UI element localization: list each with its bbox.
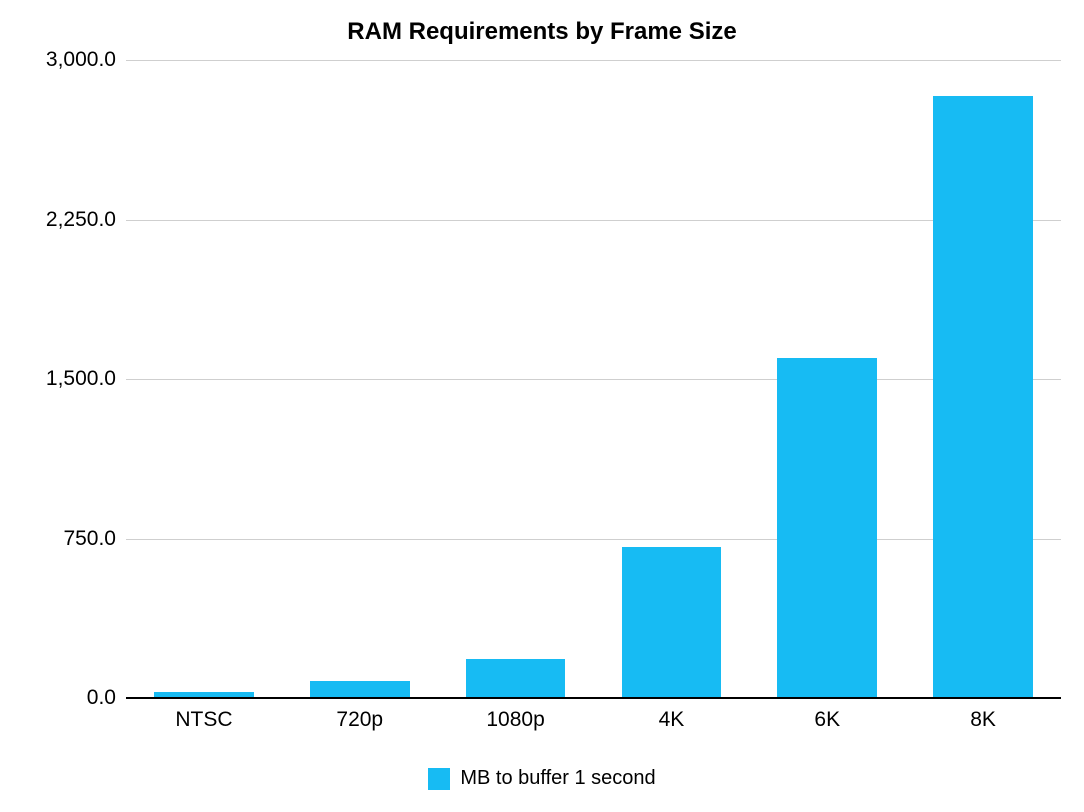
- bar: [622, 547, 722, 698]
- y-tick-label: 1,500.0: [6, 367, 116, 391]
- legend: MB to buffer 1 second: [0, 767, 1084, 790]
- y-tick-label: 0.0: [6, 686, 116, 710]
- x-category-label: 8K: [970, 708, 996, 732]
- bar: [466, 659, 566, 698]
- legend-label: MB to buffer 1 second: [460, 767, 655, 789]
- y-tick-label: 750.0: [6, 527, 116, 551]
- bar: [933, 96, 1033, 698]
- bar: [777, 358, 877, 698]
- x-category-label: 720p: [336, 708, 383, 732]
- gridline: [126, 60, 1061, 61]
- y-tick-label: 2,250.0: [6, 208, 116, 232]
- x-category-label: NTSC: [175, 708, 232, 732]
- chart-title: RAM Requirements by Frame Size: [0, 18, 1084, 46]
- gridline: [126, 539, 1061, 540]
- x-category-label: 6K: [814, 708, 840, 732]
- gridline: [126, 379, 1061, 380]
- gridline: [126, 220, 1061, 221]
- y-tick-label: 3,000.0: [6, 48, 116, 72]
- legend-swatch: [428, 768, 450, 790]
- chart-container: RAM Requirements by Frame Size 0.0750.01…: [0, 0, 1084, 812]
- x-axis-baseline: [126, 697, 1061, 699]
- plot-area: 0.0750.01,500.02,250.03,000.0NTSC720p108…: [126, 60, 1061, 698]
- x-category-label: 4K: [659, 708, 685, 732]
- bar: [310, 681, 410, 698]
- x-category-label: 1080p: [486, 708, 544, 732]
